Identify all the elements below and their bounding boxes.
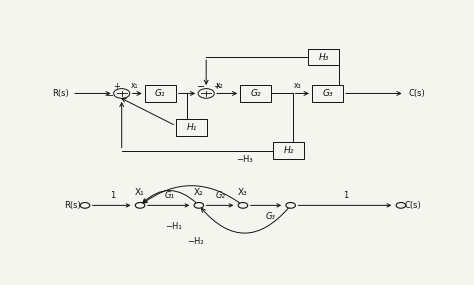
Text: +: + [113,82,120,91]
Circle shape [135,203,145,208]
Circle shape [194,203,204,208]
Text: C(s): C(s) [405,201,421,210]
Text: +: + [213,82,220,91]
Text: H₃: H₃ [319,53,329,62]
Circle shape [238,203,248,208]
Text: C(s): C(s) [408,89,425,98]
Text: −H₃: −H₃ [237,155,253,164]
Circle shape [80,203,90,208]
Text: X₂: X₂ [194,188,204,197]
Text: H₂: H₂ [283,146,294,155]
FancyArrowPatch shape [143,190,197,203]
FancyBboxPatch shape [145,85,176,102]
Text: x₁: x₁ [131,80,139,89]
Text: −H₂: −H₂ [187,237,203,246]
FancyBboxPatch shape [240,85,272,102]
Text: G₂: G₂ [216,191,226,200]
Text: −H₁: −H₁ [165,222,182,231]
Text: x₃: x₃ [294,80,301,89]
Circle shape [198,89,214,98]
FancyBboxPatch shape [176,119,207,136]
Text: −: − [106,91,114,101]
Circle shape [396,203,406,208]
Text: 1: 1 [110,191,115,200]
Text: −: − [197,82,205,92]
FancyArrowPatch shape [143,186,241,204]
Text: G₂: G₂ [250,89,261,98]
Circle shape [286,203,295,208]
Text: X₁: X₁ [135,188,145,197]
Text: x₂: x₂ [216,80,223,89]
Circle shape [114,89,130,98]
Text: 1: 1 [343,191,348,200]
FancyBboxPatch shape [312,85,343,102]
FancyBboxPatch shape [308,49,339,66]
FancyArrowPatch shape [201,207,289,233]
Text: X₃: X₃ [238,188,248,197]
Text: G₁: G₁ [155,89,165,98]
Text: R(s): R(s) [52,89,68,98]
Text: G₃: G₃ [322,89,333,98]
Text: G₁: G₁ [164,191,174,200]
Text: R(s): R(s) [64,201,82,210]
Text: G₃: G₃ [265,212,275,221]
Text: H₁: H₁ [186,123,197,132]
FancyBboxPatch shape [273,142,304,159]
